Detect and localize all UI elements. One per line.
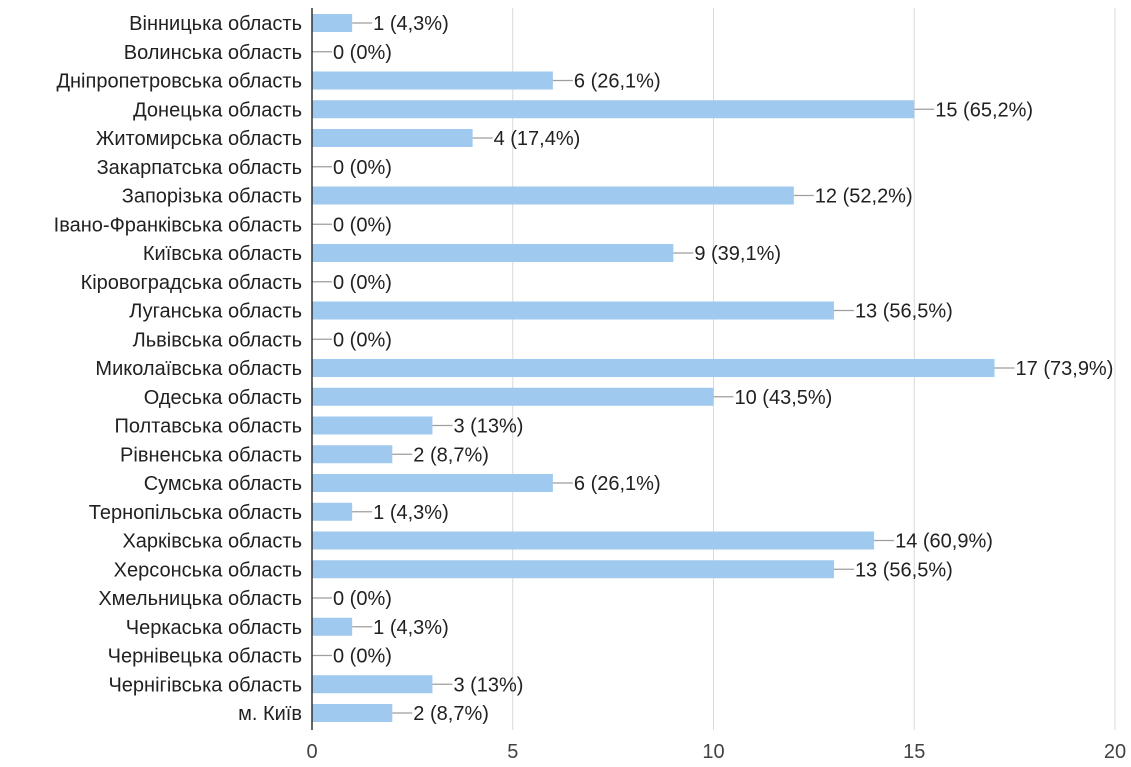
bar-8	[312, 244, 674, 262]
value-label-2: 6 (26,1%)	[574, 71, 661, 93]
bar-15	[312, 445, 393, 464]
bar-0	[312, 14, 353, 32]
value-label-4: 4 (17,4%)	[494, 128, 581, 150]
value-label-22: 0 (0%)	[333, 646, 392, 668]
value-label-24: 2 (8,7%)	[413, 703, 489, 725]
category-label-10: Луганська область	[129, 301, 302, 323]
category-label-17: Тернопільська область	[89, 502, 302, 524]
bar-4	[312, 129, 473, 147]
value-label-1: 0 (0%)	[333, 42, 392, 64]
category-label-8: Київська область	[143, 243, 302, 265]
value-label-19: 13 (56,5%)	[855, 559, 953, 581]
category-label-11: Львівська область	[133, 329, 302, 351]
value-label-7: 0 (0%)	[333, 214, 392, 236]
category-label-21: Черкаська область	[126, 617, 302, 639]
value-label-5: 0 (0%)	[333, 157, 392, 179]
bar-13	[312, 387, 714, 406]
category-label-5: Закарпатська область	[97, 157, 302, 179]
category-label-24: м. Київ	[238, 703, 302, 725]
bar-19	[312, 560, 834, 579]
value-label-12: 17 (73,9%)	[1016, 358, 1114, 380]
bar-10	[312, 301, 834, 320]
bar-3	[312, 100, 915, 119]
value-label-8: 9 (39,1%)	[694, 243, 781, 265]
value-label-21: 1 (4,3%)	[373, 617, 449, 639]
value-label-20: 0 (0%)	[333, 588, 392, 610]
value-label-15: 2 (8,7%)	[413, 444, 489, 466]
category-label-23: Чернігівська область	[108, 674, 302, 696]
category-label-13: Одеська область	[144, 387, 302, 409]
category-label-22: Чернівецька область	[108, 646, 302, 668]
value-label-14: 3 (13%)	[453, 416, 523, 438]
value-label-0: 1 (4,3%)	[373, 13, 449, 35]
leader-lines	[312, 22, 1015, 714]
value-label-11: 0 (0%)	[333, 329, 392, 351]
category-label-19: Херсонська область	[114, 559, 302, 581]
category-label-15: Рівненська область	[120, 444, 302, 466]
category-label-16: Сумська область	[144, 473, 302, 495]
category-label-14: Полтавська область	[114, 416, 302, 438]
category-label-6: Запорізька область	[122, 186, 302, 208]
value-label-9: 0 (0%)	[333, 272, 392, 294]
bar-12	[312, 359, 995, 377]
x-tick-labels: 0 5 10 15 20	[306, 741, 1126, 763]
value-label-13: 10 (43,5%)	[735, 387, 833, 409]
value-label-10: 13 (56,5%)	[855, 301, 953, 323]
category-label-2: Дніпропетровська область	[56, 71, 302, 93]
bar-6	[312, 186, 794, 205]
bar-23	[312, 675, 433, 694]
value-label-16: 6 (26,1%)	[574, 473, 661, 495]
category-label-9: Кіровоградська область	[81, 272, 302, 294]
category-label-3: Донецька область	[133, 99, 302, 121]
category-label-12: Миколаївська область	[95, 358, 302, 380]
value-label-23: 3 (13%)	[453, 674, 523, 696]
bar-17	[312, 502, 353, 521]
category-labels: Вінницька область Волинська область Дніпро…	[54, 13, 302, 725]
category-label-20: Хмельницька область	[98, 588, 302, 610]
x-tick-label-4: 20	[1104, 741, 1126, 763]
value-label-3: 15 (65,2%)	[935, 99, 1033, 121]
x-tick-label-2: 10	[702, 741, 724, 763]
bars-group	[312, 14, 995, 722]
bar-24	[312, 704, 393, 722]
bar-21	[312, 617, 353, 636]
bar-18	[312, 531, 875, 550]
x-tick-label-3: 15	[903, 741, 925, 763]
value-labels: 1 (4,3%) 0 (0%) 6 (26,1%) 15 (65,2%) 4 (17,4…	[333, 13, 1113, 725]
category-label-18: Харківська область	[122, 531, 302, 553]
bar-2	[312, 71, 553, 90]
x-tick-label-1: 5	[507, 741, 518, 763]
value-label-17: 1 (4,3%)	[373, 502, 449, 524]
bar-16	[312, 474, 553, 492]
value-label-6: 12 (52,2%)	[815, 186, 913, 208]
x-tick-label-0: 0	[306, 741, 317, 763]
category-label-1: Волинська область	[124, 42, 302, 64]
category-label-7: Івано-Франківська область	[54, 214, 302, 236]
category-label-0: Вінницька область	[129, 13, 302, 35]
value-label-18: 14 (60,9%)	[895, 531, 993, 553]
bar-14	[312, 416, 433, 435]
category-label-4: Житомирська область	[96, 128, 302, 150]
